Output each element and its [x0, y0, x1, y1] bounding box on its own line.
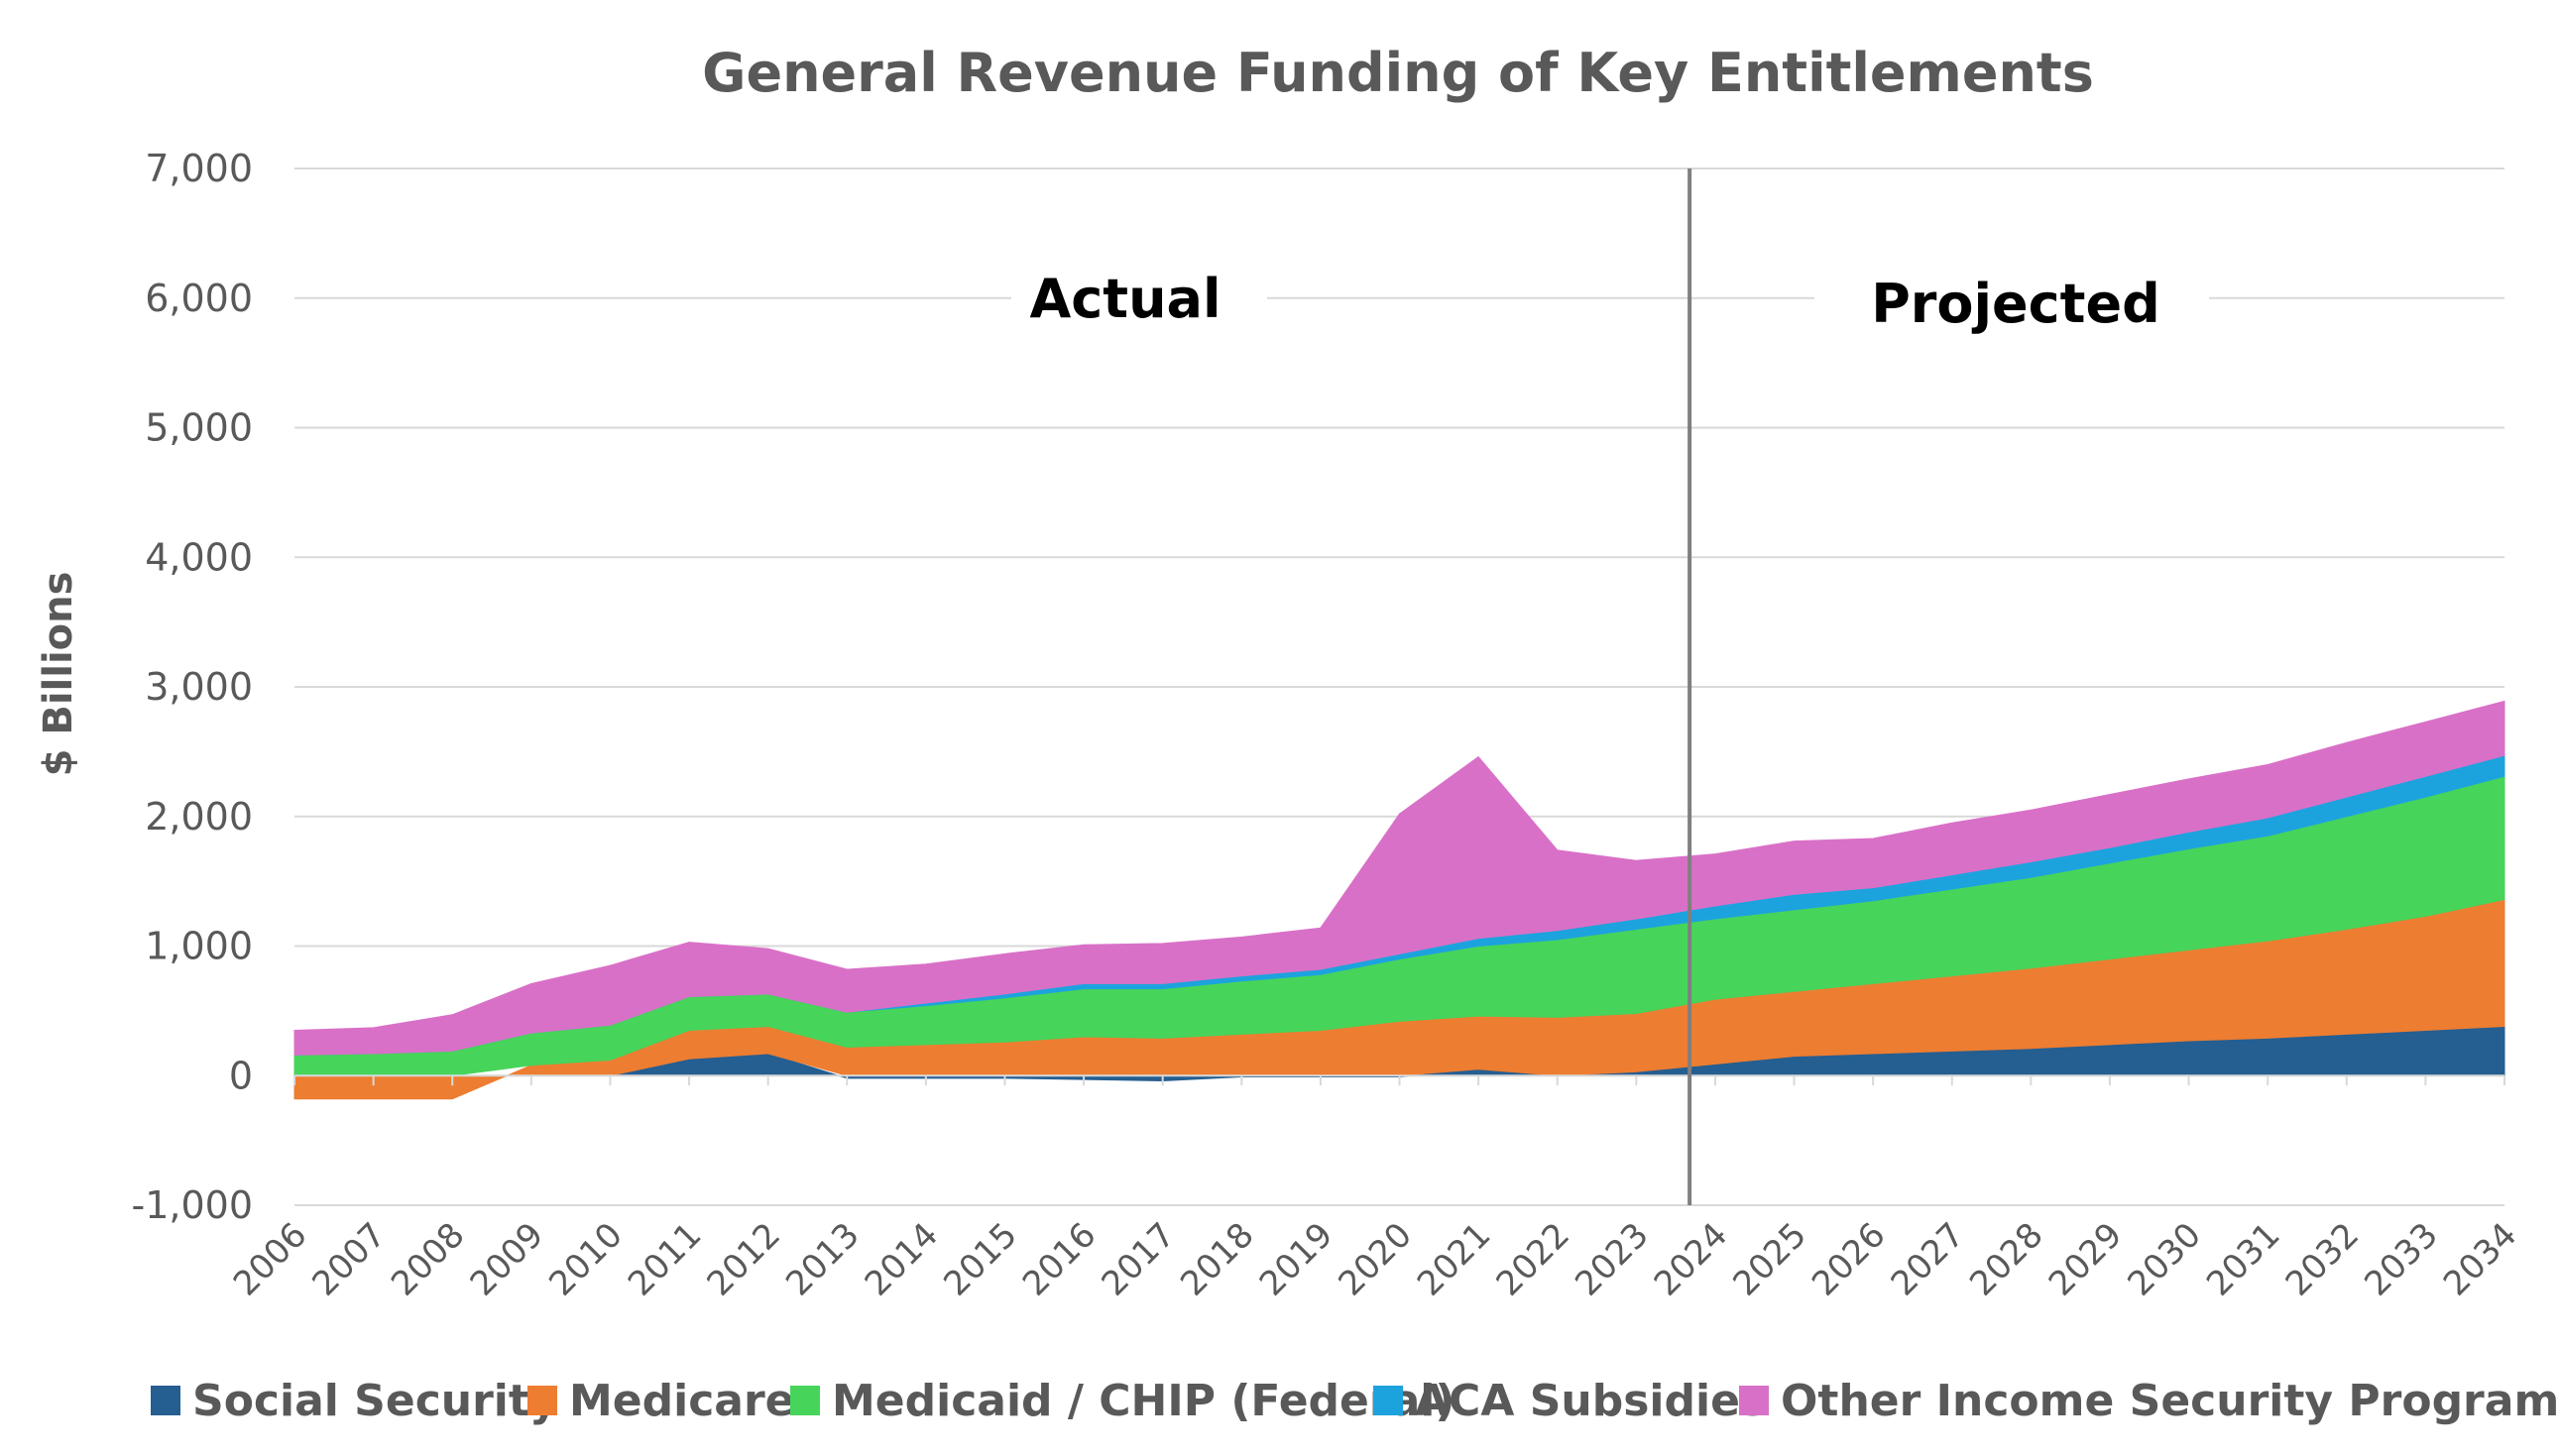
legend-label: Social Security — [192, 1376, 558, 1426]
actual-label: Actual — [1029, 268, 1221, 330]
x-tick-label: 2028 — [1962, 1215, 2050, 1303]
x-tick-label: 2024 — [1647, 1215, 1735, 1303]
x-tick-label: 2020 — [1331, 1215, 1419, 1303]
x-tick-label: 2032 — [2278, 1215, 2367, 1303]
x-tick-label: 2027 — [1884, 1215, 1972, 1303]
x-tick-label: 2013 — [778, 1215, 867, 1303]
x-tick-label: 2006 — [226, 1215, 314, 1303]
y-tick-label: 5,000 — [145, 406, 253, 450]
legend-swatch — [527, 1386, 557, 1415]
legend-swatch — [1739, 1386, 1769, 1415]
axes: 2006200720082009201020112012201320142015… — [226, 1074, 2524, 1304]
x-tick-label: 2034 — [2436, 1215, 2524, 1303]
projected-label: Projected — [1871, 273, 2160, 335]
x-tick-label: 2019 — [1252, 1215, 1340, 1303]
x-tick-label: 2023 — [1568, 1215, 1656, 1303]
legend-swatch — [151, 1386, 180, 1415]
y-tick-label: 7,000 — [145, 147, 253, 190]
x-tick-label: 2021 — [1410, 1215, 1498, 1303]
legend-swatch — [1373, 1386, 1403, 1415]
legend-swatch — [790, 1386, 820, 1415]
x-tick-label: 2017 — [1095, 1215, 1183, 1303]
x-tick-label: 2029 — [2041, 1215, 2130, 1303]
x-tick-label: 2016 — [1015, 1215, 1104, 1303]
x-tick-label: 2033 — [2357, 1215, 2445, 1303]
x-tick-label: 2012 — [700, 1215, 788, 1303]
y-tick-label: 0 — [229, 1054, 253, 1097]
legend-label: Other Income Security Programs — [1781, 1376, 2560, 1426]
x-tick-label: 2026 — [1804, 1215, 1893, 1303]
actual-label-background — [1011, 260, 1267, 339]
x-tick-label: 2018 — [1173, 1215, 1261, 1303]
x-tick-label: 2031 — [2199, 1215, 2287, 1303]
y-tick-label: 1,000 — [145, 925, 253, 968]
x-tick-label: 2011 — [621, 1215, 709, 1303]
projected-label-background — [1814, 264, 2209, 343]
y-tick-label: -1,000 — [132, 1183, 254, 1227]
legend-label: ACA Subsidies — [1415, 1376, 1766, 1426]
x-tick-label: 2007 — [305, 1215, 394, 1303]
chart-title: General Revenue Funding of Key Entitleme… — [702, 42, 2094, 104]
y-tick-label: 6,000 — [145, 277, 253, 320]
x-tick-label: 2010 — [541, 1215, 630, 1303]
x-tick-label: 2015 — [936, 1215, 1024, 1303]
x-tick-label: 2009 — [463, 1215, 551, 1303]
y-tick-label: 2,000 — [145, 795, 253, 839]
x-tick-label: 2025 — [1725, 1215, 1813, 1303]
x-tick-label: 2014 — [858, 1215, 946, 1303]
stacked-areas — [293, 700, 2505, 1100]
actual-projected-divider: Actual Projected — [1011, 168, 2209, 1205]
legend: Social Security Medicare Medicaid / CHIP (… — [151, 1376, 2560, 1426]
area-series-other-income-security-programs — [293, 700, 2505, 1056]
y-axis-label: $ Billions — [36, 572, 81, 777]
x-tick-label: 2022 — [1489, 1215, 1577, 1303]
legend-label: Medicaid / CHIP (Federal) — [832, 1376, 1455, 1426]
y-tick-label: 4,000 — [145, 535, 253, 579]
legend-label: Medicare — [569, 1376, 795, 1426]
x-tick-label: 2008 — [384, 1215, 472, 1303]
x-tick-label: 2030 — [2120, 1215, 2208, 1303]
y-tick-label: 3,000 — [145, 665, 253, 709]
